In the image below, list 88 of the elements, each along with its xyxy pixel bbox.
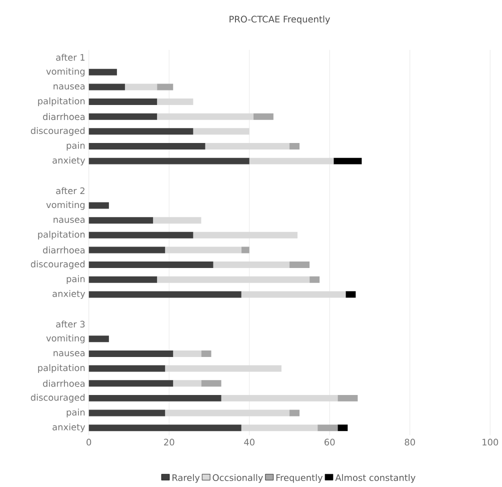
bar [124,84,158,90]
legend-label: Occsionally [212,474,263,483]
y-tick-label: diarrhoea [42,113,85,120]
bar [88,113,158,120]
bar [153,217,202,224]
bar [88,98,158,105]
bar [88,128,194,135]
bar [173,350,202,357]
y-tick-label: pain [66,142,85,151]
bar [289,142,300,150]
bar [88,142,206,150]
x-tick-label: 40 [244,438,254,446]
bar [241,246,250,254]
bar [213,262,290,268]
bar [88,232,194,238]
bar [221,394,338,402]
y-tick-label: pain [66,408,85,418]
bar [165,246,242,254]
chart-title: PRO-CTCAE Frequently [230,16,330,24]
y-tick-label: vomiting [46,334,85,344]
bar [88,291,242,298]
bar [173,380,202,387]
bar [249,158,334,164]
bar [88,350,174,357]
x-tick-label: 100 [482,438,498,446]
bar [88,410,166,416]
y-tick-label: diarrhoea [42,380,85,387]
bar [88,217,154,224]
bar [289,262,310,268]
y-tick-label: nausea [54,84,85,90]
bar [88,336,109,342]
bar [253,113,274,120]
y-tick-label: nausea [54,351,85,356]
y-tick-label: discouraged [30,394,85,402]
bar [88,158,250,164]
bar [193,128,250,135]
bar [88,424,242,432]
bar [157,84,174,90]
bar [88,394,222,402]
x-tick-label: 0 [86,438,92,446]
y-tick-label: palpitation [38,230,85,240]
y-tick-label: discouraged [30,260,85,270]
bar [88,365,166,372]
y-tick-label: after 3 [56,320,85,328]
y-tick-label: diarrhoea [42,246,85,254]
bar [241,424,318,432]
bar [241,291,346,298]
bar [205,142,290,150]
bar [88,68,117,76]
y-tick-label: palpitation [38,97,85,106]
bar [157,98,194,105]
y-tick-label: anxiety [52,423,86,432]
bar [338,394,358,402]
y-tick-label: anxiety [52,290,86,299]
y-tick-label: anxiety [52,156,86,166]
y-tick-label: vomiting [46,68,85,76]
x-tick-label: 20 [164,438,174,446]
y-tick-label: after 1 [56,54,84,61]
bar [193,232,298,238]
bar [201,380,222,387]
bar [338,424,348,432]
bar [318,424,338,432]
bar [88,380,174,387]
y-tick-label: palpitation [38,364,85,373]
bar [88,84,125,90]
y-tick-label: after 2 [56,187,84,194]
y-tick-label: nausea [54,218,85,223]
bar [310,276,320,283]
bar [88,262,214,268]
bar [165,410,290,416]
x-tick-label: 80 [404,438,415,446]
legend-label: Frequently [276,474,323,483]
bar [346,291,356,298]
bar [88,246,166,254]
bar [88,276,158,283]
x-tick-label: 60 [324,438,335,446]
y-tick-label: discouraged [30,127,85,136]
legend-label: Almost constantly [335,474,416,483]
y-tick-label: vomiting [46,201,85,210]
legend-label: Rarely [172,474,200,483]
bar [334,158,362,164]
bar [157,113,254,120]
bar [289,410,300,416]
bar [88,202,109,209]
bar [157,276,310,283]
bar [165,365,282,372]
y-tick-label: pain [66,275,85,284]
bar [201,350,212,357]
